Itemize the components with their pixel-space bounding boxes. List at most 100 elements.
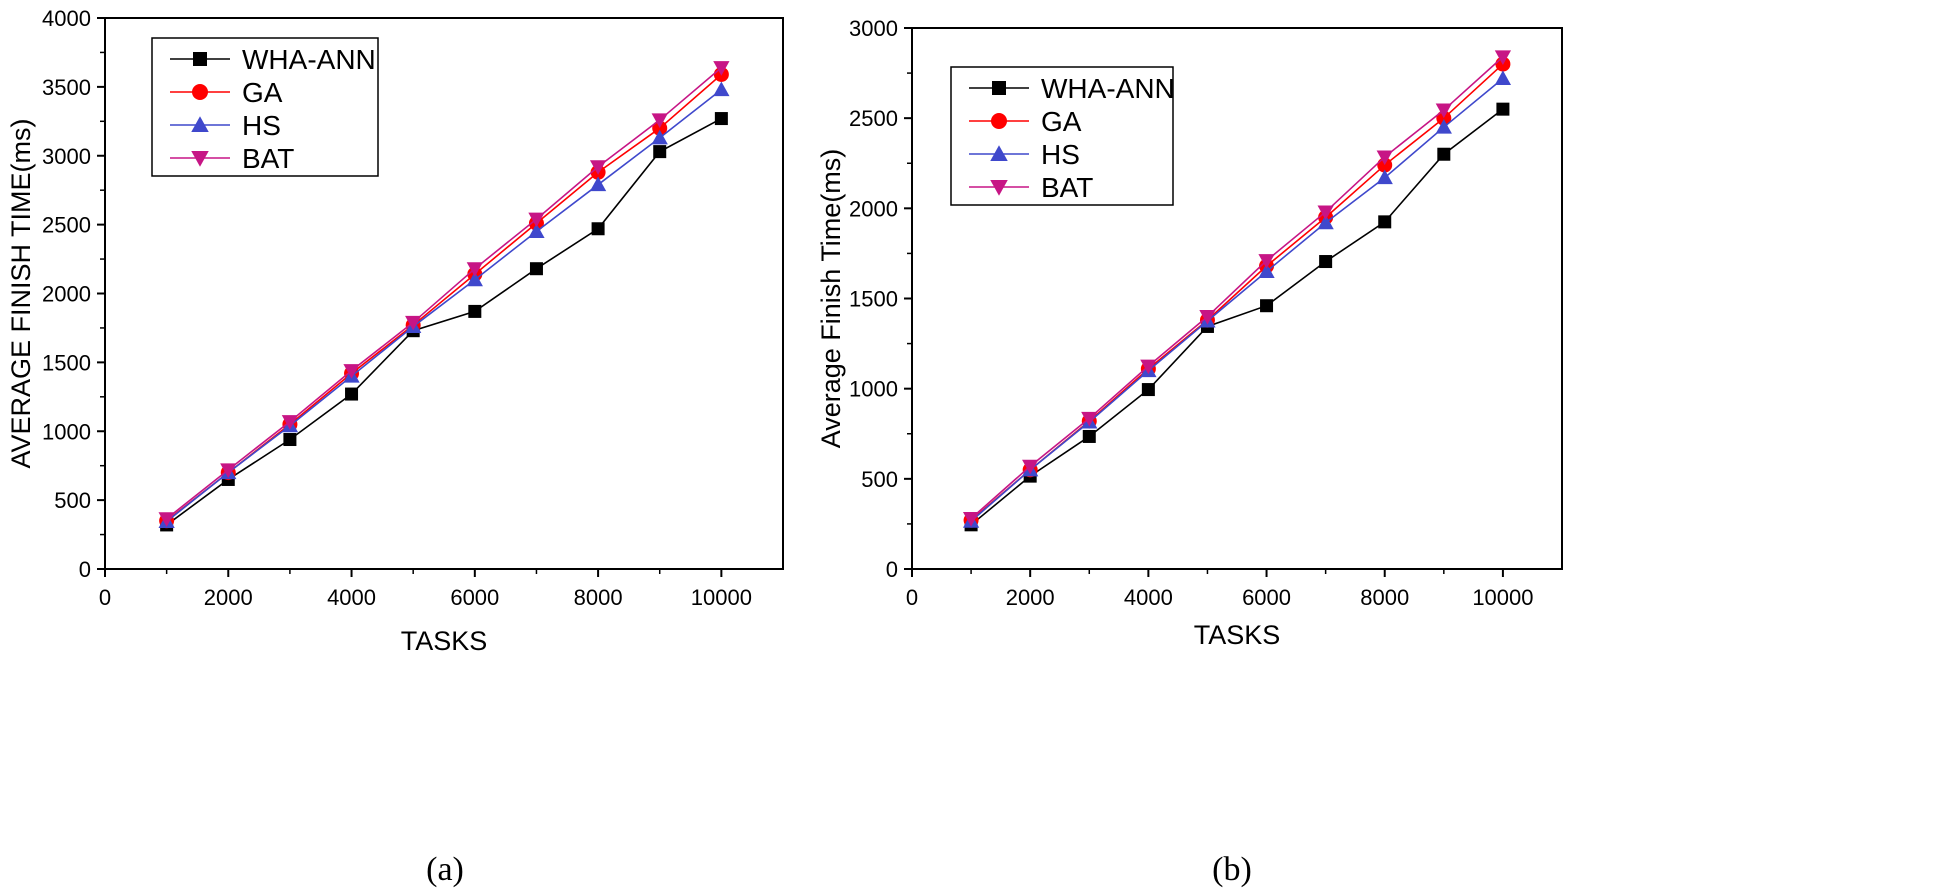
data-point-bat <box>651 113 668 129</box>
legend-label: HS <box>242 110 281 141</box>
series-line-bat <box>970 56 1504 520</box>
x-tick-label: 0 <box>906 585 918 610</box>
y-tick-label: 3000 <box>849 16 898 41</box>
y-tick-label: 1500 <box>849 287 898 312</box>
data-point-wha-ann <box>1260 299 1274 313</box>
data-point-wha-ann <box>468 304 482 318</box>
y-tick-label: 4000 <box>42 6 91 31</box>
x-tick-label: 6000 <box>1242 585 1291 610</box>
data-point-bat <box>1494 50 1512 65</box>
y-tick-label: 2000 <box>849 196 898 221</box>
data-point-bat <box>962 512 980 527</box>
data-point-wha-ann <box>714 112 728 126</box>
legend-marker <box>193 52 207 66</box>
data-point-bat <box>281 415 299 430</box>
legend-label: BAT <box>242 143 294 174</box>
legend-marker <box>191 116 209 132</box>
y-tick-label: 0 <box>886 557 898 582</box>
x-tick-label: 8000 <box>1360 585 1409 610</box>
data-point-bat <box>1435 103 1452 119</box>
y-axis-title: Average Finish Time(ms) <box>816 149 846 449</box>
data-point-wha-ann <box>1319 255 1333 269</box>
data-point-wha-ann <box>345 387 359 401</box>
y-tick-label: 500 <box>54 488 91 513</box>
data-point-wha-ann <box>1496 102 1510 116</box>
y-tick-label: 2000 <box>42 282 91 307</box>
legend-marker <box>191 151 209 167</box>
x-tick-label: 10000 <box>1472 585 1533 610</box>
data-point-wha-ann <box>591 222 605 236</box>
legend-marker <box>192 84 208 100</box>
data-point-hs <box>1494 70 1512 85</box>
data-point-bat <box>1258 254 1275 269</box>
data-point-bat <box>1081 411 1098 427</box>
legend-box <box>151 37 379 177</box>
legend-box <box>950 66 1174 206</box>
y-tick-label: 3500 <box>42 75 91 100</box>
data-point-wha-ann <box>653 145 667 159</box>
data-point-hs <box>651 129 668 145</box>
y-axis-title: AVERAGE FINISH TIME(ms) <box>6 118 36 468</box>
x-axis-title: TASKS <box>1194 620 1281 650</box>
data-point-bat <box>1376 150 1393 166</box>
data-point-bat <box>1140 359 1157 375</box>
x-tick-label: 10000 <box>691 585 752 610</box>
y-tick-label: 2500 <box>849 106 898 131</box>
x-tick-label: 6000 <box>450 585 499 610</box>
data-point-hs <box>1317 214 1334 230</box>
series-line-hs <box>166 88 722 523</box>
legend-label: WHA-ANN <box>242 44 376 75</box>
data-point-bat <box>466 262 483 277</box>
legend-label: BAT <box>1041 172 1093 203</box>
y-tick-label: 1000 <box>849 377 898 402</box>
legend-marker <box>992 81 1006 95</box>
legend-label: WHA-ANN <box>1041 73 1175 104</box>
legend-marker <box>990 145 1008 161</box>
data-point-ga <box>652 120 668 136</box>
series-line-hs <box>970 77 1504 522</box>
series-line-wha-ann <box>166 117 722 526</box>
data-point-hs <box>1258 263 1275 278</box>
data-point-hs <box>713 81 730 97</box>
x-tick-label: 8000 <box>574 585 623 610</box>
data-point-hs <box>528 223 545 239</box>
series-line-bat <box>166 66 722 520</box>
data-point-hs <box>589 176 607 192</box>
x-tick-label: 0 <box>99 585 111 610</box>
data-point-hs <box>1435 119 1452 134</box>
data-point-wha-ann <box>1082 429 1096 443</box>
data-point-bat <box>1199 310 1216 325</box>
y-tick-label: 0 <box>79 557 91 582</box>
y-tick-label: 2500 <box>42 213 91 238</box>
x-tick-label: 4000 <box>1124 585 1173 610</box>
chart-caption: (a) <box>426 851 464 888</box>
x-tick-label: 2000 <box>204 585 253 610</box>
data-point-wha-ann <box>1378 215 1392 229</box>
chart-caption: (b) <box>1212 851 1252 888</box>
y-tick-label: 1000 <box>42 419 91 444</box>
data-point-hs <box>1376 169 1393 185</box>
y-tick-label: 3000 <box>42 144 91 169</box>
legend-label: HS <box>1041 139 1080 170</box>
y-tick-label: 500 <box>861 467 898 492</box>
x-tick-label: 2000 <box>1006 585 1055 610</box>
series-line-wha-ann <box>970 108 1504 526</box>
data-point-bat <box>220 463 237 478</box>
chart-b: 0 2000 4000 6000 8000 10000 0 500 1000 1500 2000 25… <box>816 16 1563 888</box>
legend-marker <box>991 113 1007 129</box>
data-point-bat <box>405 315 422 331</box>
data-point-bat <box>1022 459 1039 475</box>
data-point-hs <box>466 271 483 287</box>
legend-label: GA <box>242 77 283 108</box>
chart-a: 0 2000 4000 6000 8000 10000 0 500 1000 1500 2000 25… <box>6 6 784 888</box>
data-point-wha-ann <box>283 433 297 447</box>
data-point-wha-ann <box>1437 147 1451 161</box>
y-tick-label: 1500 <box>42 350 91 375</box>
data-point-bat <box>713 61 730 76</box>
data-point-bat <box>589 160 607 175</box>
legend-label: GA <box>1041 106 1082 137</box>
data-point-wha-ann <box>529 262 543 276</box>
data-point-wha-ann <box>1141 383 1155 397</box>
data-point-bat <box>1317 205 1334 221</box>
